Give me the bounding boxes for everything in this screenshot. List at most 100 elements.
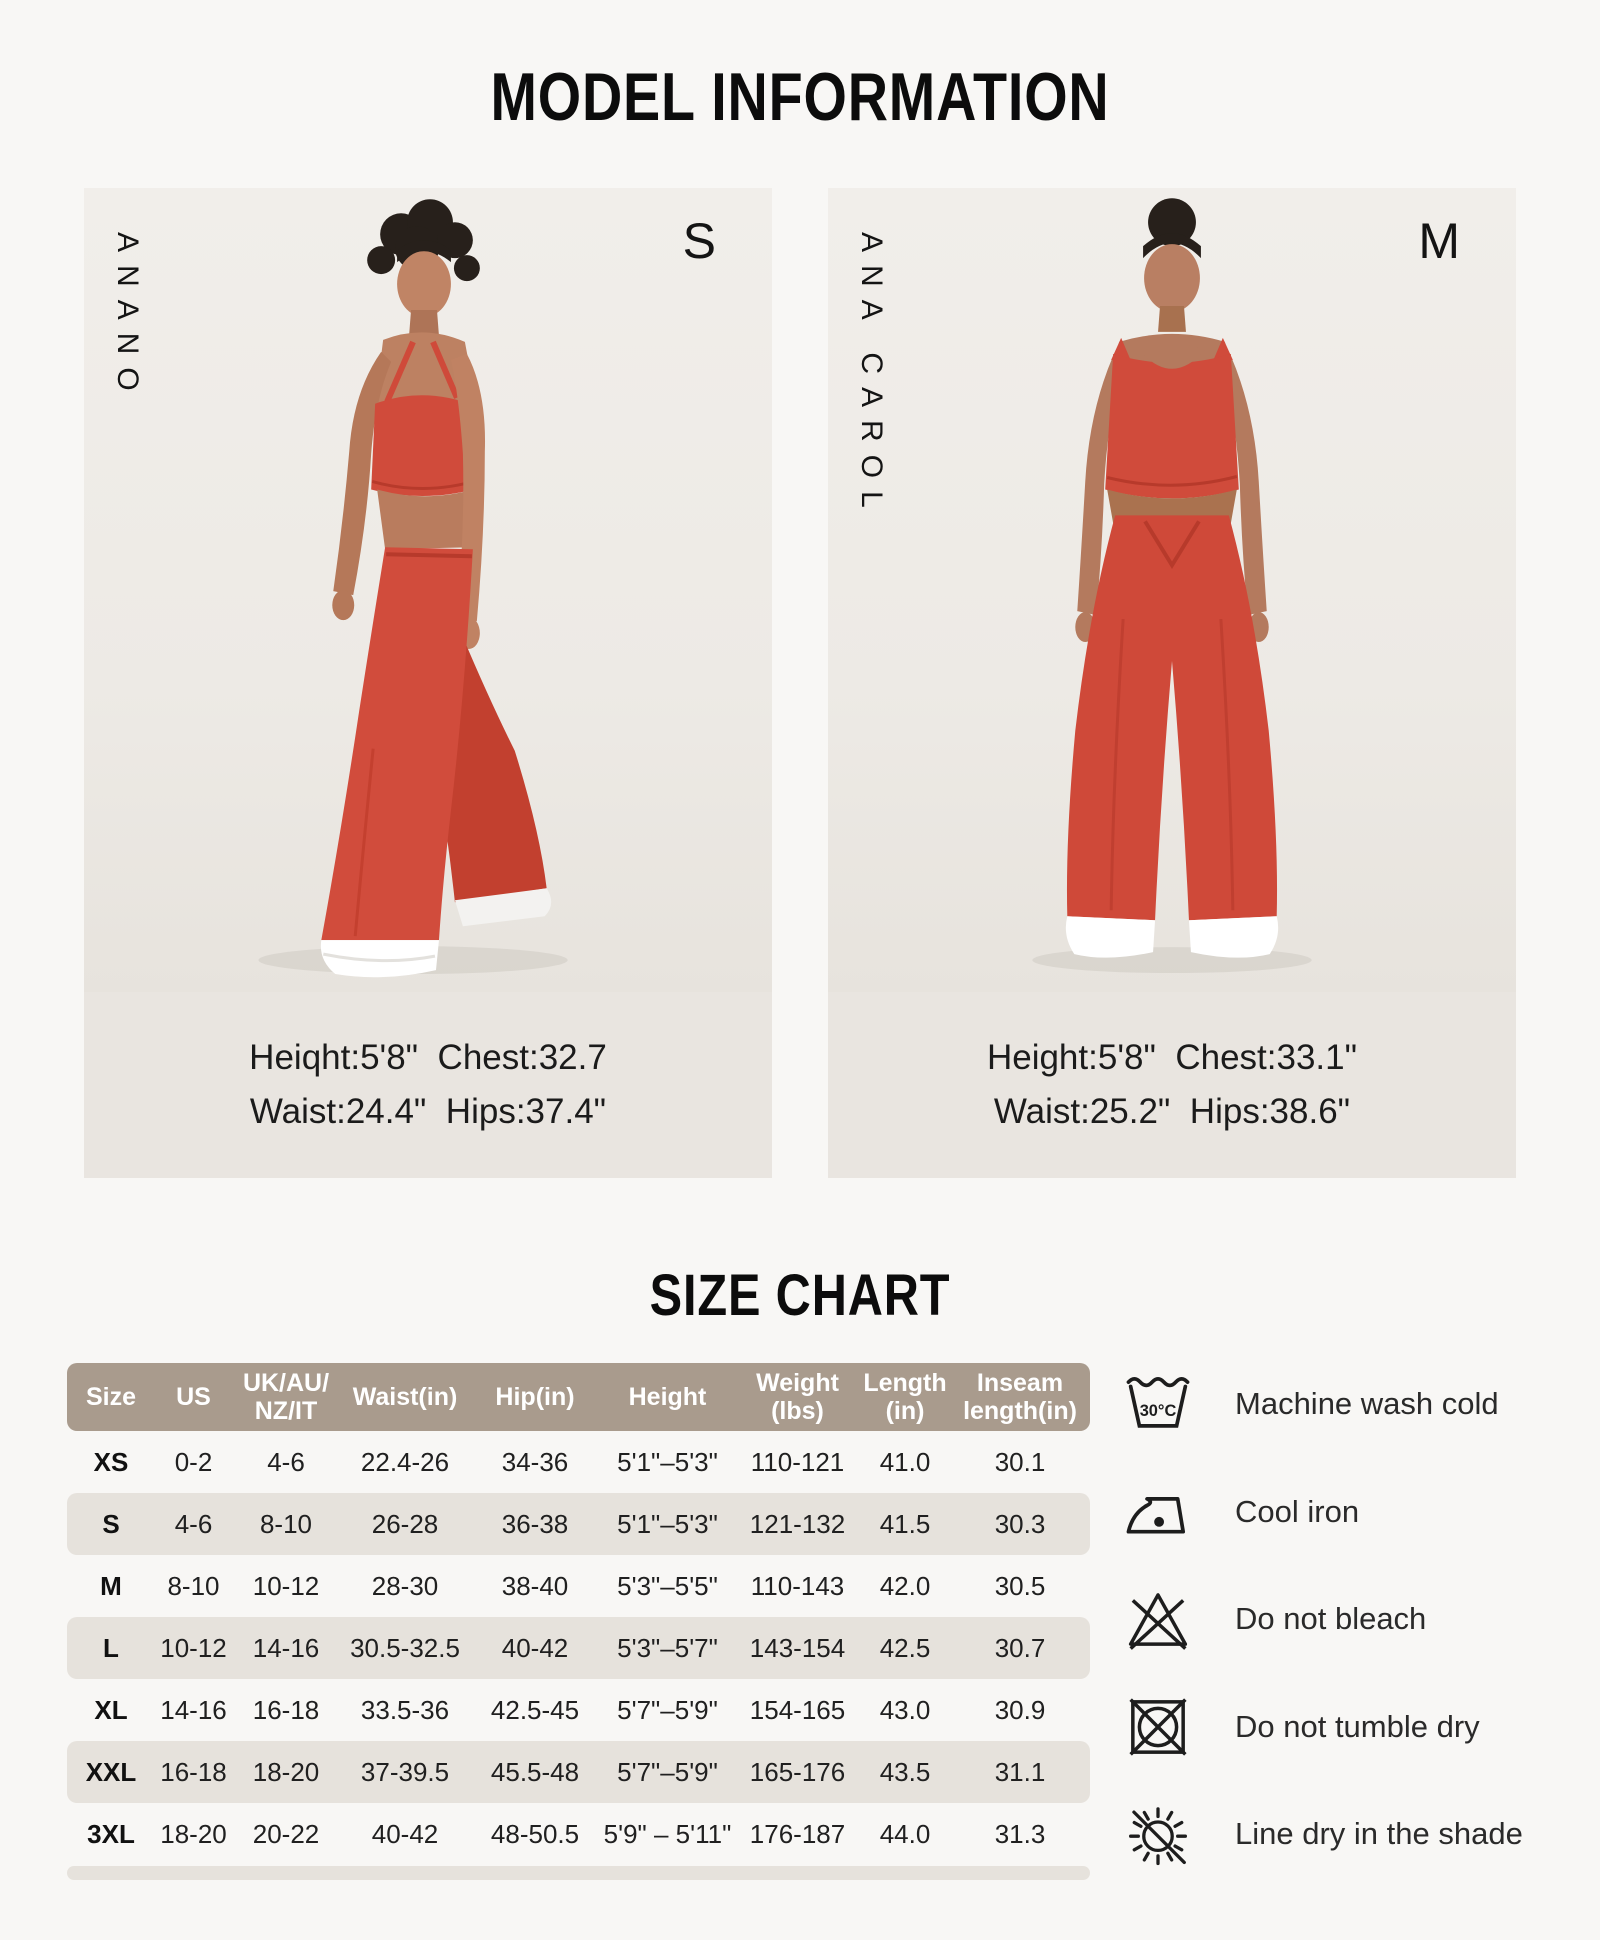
value-cell: 4-6 [174,1508,213,1539]
value-cell: 18-20 [252,1756,320,1787]
measurements-line: Waist:24.4" Hips:37.4" [249,1092,607,1131]
care-label: Do not bleach [1235,1601,1427,1636]
value-cell: 110-143 [750,1570,845,1601]
column-header: Size [85,1383,137,1411]
value-cell: 8-10 [167,1570,220,1601]
value-cell: 38-40 [501,1570,569,1601]
care-item: Do not tumble dry [1123,1692,1593,1762]
care-instructions-list: 30°C Machine wash cold Cool iron Do not ble… [1123,1363,1593,1869]
model-panel-m: ANA CAROL M Height:5'8" Chest:33.1" Wais… [828,188,1516,1178]
care-label: Line dry in the shade [1235,1816,1523,1851]
value-cell: 5'1"–5'3" [617,1446,718,1477]
size-label: M [1418,213,1460,269]
value-cell: 43.0 [879,1694,931,1725]
care-item: 30°C Machine wash cold [1123,1369,1593,1439]
value-cell: 121-132 [749,1508,846,1539]
value-cell: 110-121 [750,1446,845,1477]
value-cell: 5'9" – 5'11" [603,1818,732,1849]
line-dry-shade-icon [1123,1799,1193,1869]
column-header: Weight (lbs) [756,1369,839,1425]
value-cell: 10-12 [252,1570,320,1601]
value-cell: 176-187 [749,1818,846,1849]
column-header: Length (in) [863,1369,947,1425]
measurements-line: Heiqht:5'8" Chest:32.7 [249,1038,607,1077]
model-photo-m: ANA CAROL M [828,188,1516,992]
column-header: Inseam length(in) [963,1369,1077,1425]
value-cell: 5'3"–5'7" [617,1632,718,1663]
value-cell: 14-16 [160,1694,227,1725]
table-row: XXL 16-18 18-20 37-39.5 45.5-48 5'7"–5'9" 165-… [67,1741,1090,1803]
size-cell: L [103,1632,119,1663]
table-row: L 10-12 14-16 30.5-32.5 40-42 5'3"–5'7" 143-15… [67,1617,1090,1679]
value-cell: 22.4-26 [360,1446,450,1477]
value-cell: 43.5 [879,1756,931,1787]
value-cell: 4-6 [267,1446,305,1477]
value-cell: 42.5 [879,1632,931,1663]
table-row: M 8-10 10-12 28-30 38-40 5'3"–5'5" 110-143 42.0… [67,1555,1090,1617]
value-cell: 37-39.5 [360,1756,450,1787]
brand-label: ANANO [111,232,144,404]
model-measurements: Heiqht:5'8" Chest:32.7 Waist:24.4" Hips:… [84,992,772,1178]
value-cell: 5'7"–5'9" [617,1756,718,1787]
value-cell: 5'1"–5'3" [617,1508,718,1539]
model-illustration-m [1032,198,1312,974]
value-cell: 30.9 [994,1694,1046,1725]
size-cell: 3XL [87,1818,135,1849]
care-item: Line dry in the shade [1123,1799,1593,1869]
value-cell: 5'3"–5'5" [617,1570,718,1601]
value-cell: 42.5-45 [490,1694,580,1725]
care-label: Do not tumble dry [1235,1708,1480,1744]
value-cell: 10-12 [160,1632,227,1663]
value-cell: 45.5-48 [490,1756,580,1787]
value-cell: 44.0 [879,1818,931,1849]
size-cell: XS [93,1446,129,1477]
value-cell: 30.7 [994,1632,1046,1663]
value-cell: 20-22 [252,1818,320,1849]
value-cell: 30.5 [994,1570,1046,1601]
value-cell: 30.5-32.5 [350,1632,460,1663]
value-cell: 40-42 [371,1818,439,1849]
value-cell: 30.1 [994,1446,1046,1477]
value-cell: 16-18 [160,1756,227,1787]
value-cell: 34-36 [501,1446,569,1477]
value-cell: 143-154 [749,1632,846,1663]
table-row-partial [67,1866,1090,1880]
model-photo-s: ANANO S [84,188,772,992]
value-cell: 16-18 [252,1694,320,1725]
table-row: XS 0-2 4-6 22.4-26 34-36 5'1"–5'3" 110-121 41.0… [67,1431,1090,1493]
size-label: S [682,213,716,269]
care-label: Machine wash cold [1235,1386,1499,1421]
table-row: S 4-6 8-10 26-28 36-38 5'1"–5'3" 121-132 41.5 30… [67,1493,1090,1555]
value-cell: 26-28 [371,1508,439,1539]
cool-iron-icon [1123,1477,1193,1547]
do-not-tumble-dry-icon [1123,1692,1193,1762]
table-row: XL 14-16 16-18 33.5-36 42.5-45 5'7"–5'9" 154-1… [67,1679,1090,1741]
model-panels: ANANO S Heiqht:5'8" Chest:32.7 Waist:24.… [0,188,1600,1178]
care-label: Cool iron [1235,1493,1360,1529]
value-cell: 8-10 [259,1508,313,1539]
size-cell: XL [94,1694,128,1725]
size-chart-table: Size US UK/AU/ NZ/IT Waist(in) Hip(in) Height… [67,1363,1090,1880]
value-cell: 36-38 [501,1508,569,1539]
size-chart-header-row: Size US UK/AU/ NZ/IT Waist(in) Hip(in) Height… [67,1363,1090,1431]
care-item: Do not bleach [1123,1584,1593,1654]
model-panel-s: ANANO S Heiqht:5'8" Chest:32.7 Waist:24.… [84,188,772,1178]
value-cell: 165-176 [749,1756,846,1787]
value-cell: 41.0 [879,1446,931,1477]
size-cell: XXL [85,1756,137,1787]
value-cell: 48-50.5 [490,1818,580,1849]
value-cell: 40-42 [501,1632,569,1663]
value-cell: 28-30 [371,1570,439,1601]
size-chart-title: SIZE CHART [649,1263,951,1328]
value-cell: 33.5-36 [360,1694,450,1725]
value-cell: 41.5 [879,1508,931,1539]
value-cell: 154-165 [749,1694,846,1725]
value-cell: 30.3 [994,1508,1046,1539]
size-cell: S [102,1508,120,1539]
table-row: 3XL 18-20 20-22 40-42 48-50.5 5'9" – 5'11" 176… [67,1803,1090,1865]
value-cell: 42.0 [879,1570,931,1601]
value-cell: 14-16 [252,1632,320,1663]
value-cell: 5'7"–5'9" [617,1694,718,1725]
page-title: MODEL INFORMATION [490,59,1110,135]
